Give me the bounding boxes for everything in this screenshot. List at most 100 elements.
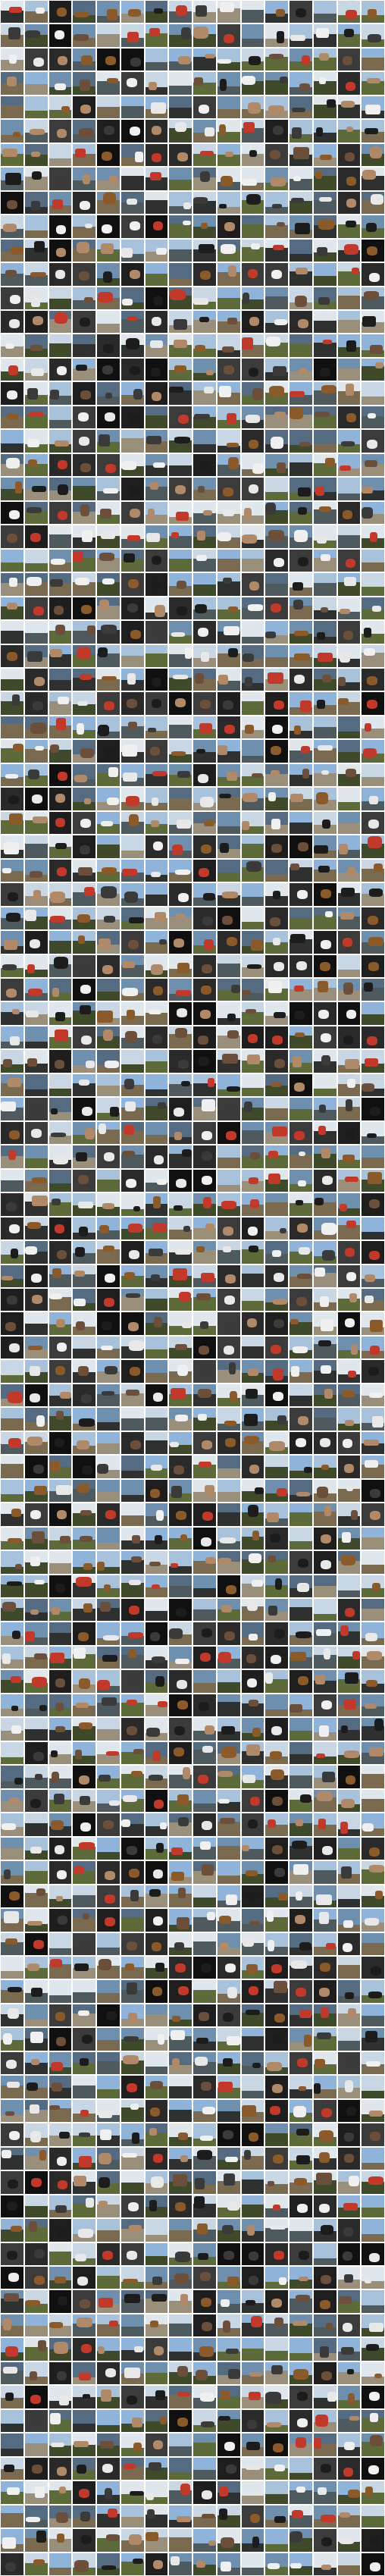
thumbnail: [218, 215, 240, 238]
thumbnail: [218, 2290, 240, 2313]
thumbnail: [73, 1265, 95, 1287]
thumbnail: [193, 1909, 216, 1932]
thumbnail: [1, 1337, 23, 1359]
thumbnail: [121, 1170, 144, 1192]
thumbnail: [314, 1813, 336, 1836]
thumbnail: [73, 1217, 95, 1239]
thumbnail: [242, 144, 264, 166]
thumbnail: [1, 2052, 23, 2074]
thumbnail: [242, 979, 264, 1001]
thumbnail: [218, 979, 240, 1001]
thumbnail: [218, 1026, 240, 1048]
thumbnail: [25, 49, 48, 71]
thumbnail: [25, 2290, 48, 2313]
thumbnail: [314, 1432, 336, 1454]
thumbnail: [338, 215, 360, 238]
thumbnail: [121, 740, 144, 763]
thumbnail: [169, 2052, 192, 2074]
thumbnail: [169, 454, 192, 476]
thumbnail: [25, 1408, 48, 1431]
thumbnail: [242, 2004, 264, 2026]
thumbnail: [25, 1718, 48, 1741]
thumbnail: [193, 788, 216, 810]
thumbnail: [362, 669, 384, 691]
thumbnail: [1, 645, 23, 667]
thumbnail: [25, 2267, 48, 2289]
thumbnail: [242, 955, 264, 977]
thumbnail: [169, 907, 192, 929]
thumbnail: [1, 1742, 23, 1764]
thumbnail: [49, 2028, 71, 2051]
thumbnail: [218, 621, 240, 644]
thumbnail: [242, 2458, 264, 2480]
thumbnail: [290, 812, 312, 834]
thumbnail: [218, 1, 240, 23]
thumbnail: [265, 1885, 288, 1907]
thumbnail: [121, 2123, 144, 2146]
thumbnail: [193, 24, 216, 47]
thumbnail: [362, 1622, 384, 1645]
thumbnail: [218, 2410, 240, 2432]
thumbnail: [1, 1718, 23, 1741]
thumbnail: [73, 144, 95, 166]
thumbnail: [290, 382, 312, 405]
thumbnail: [97, 2290, 120, 2313]
thumbnail: [97, 1360, 120, 1383]
thumbnail: [338, 144, 360, 166]
thumbnail: [73, 2505, 95, 2527]
thumbnail: [193, 1575, 216, 1597]
thumbnail: [338, 2100, 360, 2122]
thumbnail: [362, 979, 384, 1001]
thumbnail: [290, 1026, 312, 1048]
thumbnail: [1, 979, 23, 1001]
thumbnail: [146, 788, 167, 810]
thumbnail: [146, 430, 167, 453]
thumbnail: [290, 1670, 312, 1693]
thumbnail: [314, 1551, 336, 1574]
thumbnail: [1, 2290, 23, 2313]
thumbnail: [73, 1456, 95, 1478]
thumbnail: [314, 2195, 336, 2217]
thumbnail: [265, 1980, 288, 2003]
thumbnail: [1, 1647, 23, 1669]
thumbnail: [1, 2481, 23, 2504]
thumbnail: [169, 334, 192, 357]
thumbnail: [121, 2458, 144, 2480]
thumbnail: [218, 2148, 240, 2170]
thumbnail: [193, 1408, 216, 1431]
thumbnail: [49, 621, 71, 644]
thumbnail: [314, 1312, 336, 1335]
thumbnail: [193, 669, 216, 691]
thumbnail: [338, 1337, 360, 1359]
thumbnail: [25, 1, 48, 23]
thumbnail: [265, 1480, 288, 1502]
thumbnail: [25, 1337, 48, 1359]
thumbnail: [362, 1170, 384, 1192]
thumbnail: [49, 1145, 71, 1168]
thumbnail: [362, 120, 384, 143]
thumbnail: [73, 192, 95, 214]
thumbnail: [290, 1241, 312, 1264]
thumbnail: [25, 740, 48, 763]
thumbnail: [314, 1122, 336, 1144]
thumbnail: [193, 2458, 216, 2480]
thumbnail: [314, 478, 336, 500]
thumbnail: [146, 1957, 167, 1979]
thumbnail: [218, 740, 240, 763]
thumbnail: [25, 287, 48, 309]
thumbnail: [193, 2052, 216, 2074]
thumbnail: [314, 168, 336, 190]
thumbnail: [1, 764, 23, 786]
thumbnail: [146, 1766, 167, 1788]
thumbnail: [25, 2529, 48, 2552]
thumbnail: [362, 573, 384, 596]
thumbnail: [242, 2267, 264, 2289]
thumbnail: [121, 2553, 144, 2575]
thumbnail: [97, 1885, 120, 1907]
thumbnail: [242, 49, 264, 71]
thumbnail: [146, 1838, 167, 1860]
thumbnail: [97, 430, 120, 453]
thumbnail: [242, 860, 264, 882]
thumbnail: [193, 573, 216, 596]
thumbnail: [362, 2290, 384, 2313]
